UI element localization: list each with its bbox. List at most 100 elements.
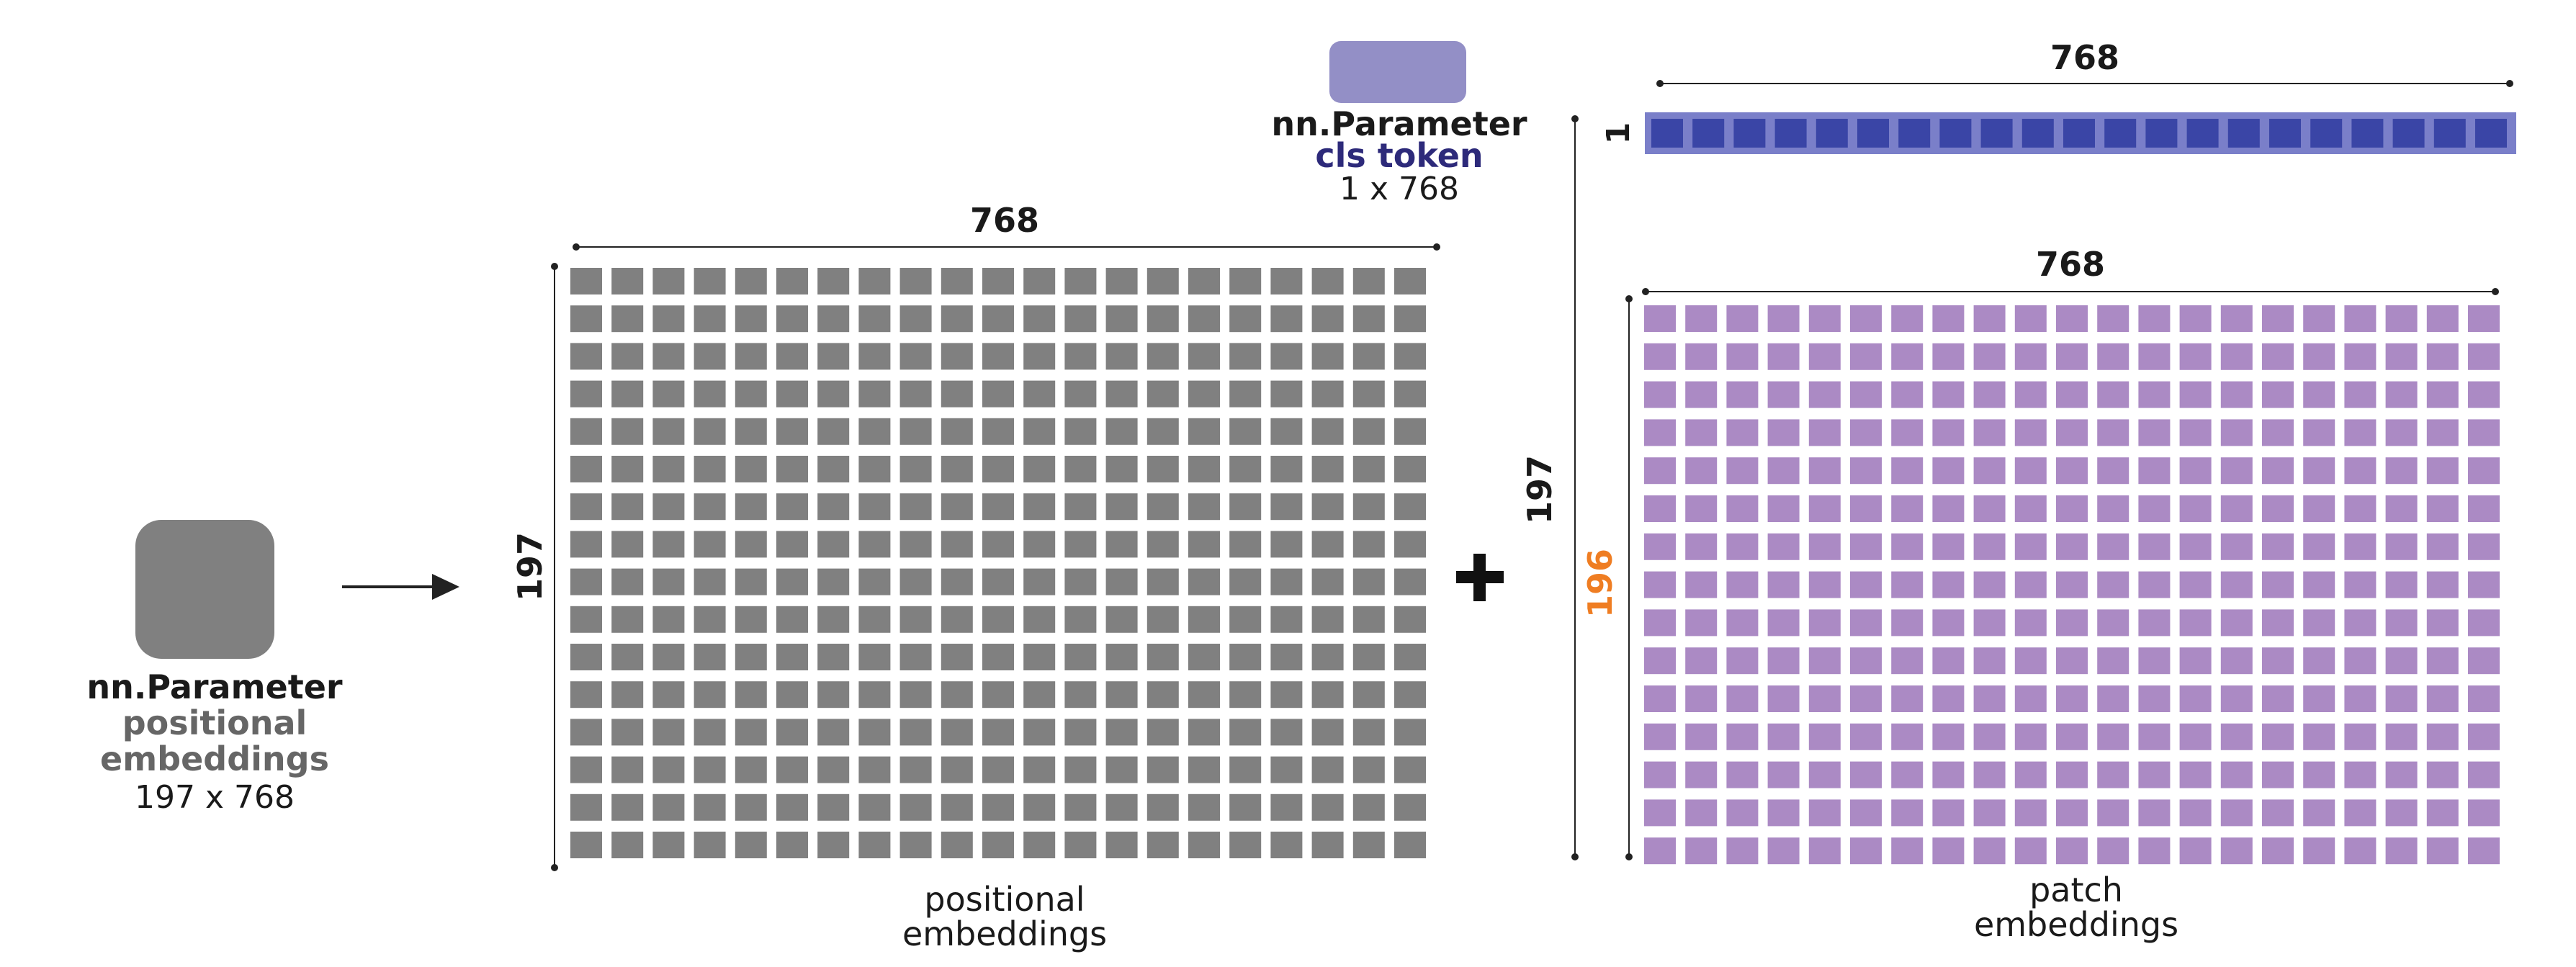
patch-embedding-cell (2097, 647, 2130, 675)
patch-embedding-cell (2303, 381, 2335, 408)
patch-embedding-cell (2138, 723, 2171, 750)
positional-embedding-cell (1188, 380, 1220, 408)
patch-embedding-cell (1726, 837, 1759, 865)
positional-embedding-cell (1311, 493, 1344, 521)
positional-embedding-cell (776, 832, 808, 858)
positional-embedding-cell (1023, 493, 1056, 521)
positional-embedding-cell (776, 719, 808, 746)
patch-embedding-cell (1808, 495, 1841, 522)
patch-embedding-cell (2344, 419, 2377, 446)
positional-embedding-cell (652, 568, 685, 595)
patch-embedding-cell (2220, 495, 2253, 522)
patch-embedding-cell (2426, 609, 2459, 637)
positional-embedding-cell (1064, 305, 1097, 333)
patch-embedding-cell (2262, 343, 2294, 370)
patch-embedding-cell (1685, 457, 1718, 485)
patch-embedding-cell (2344, 761, 2377, 788)
positional-embedding-cell (735, 568, 767, 595)
positional-embedding-cell (776, 343, 808, 370)
positional-embedding-cell (1105, 719, 1138, 746)
patch-embedding-cell (2262, 305, 2294, 332)
patch-embedding-cell (2262, 495, 2294, 522)
positional-embedding-cell (817, 568, 850, 595)
positional-embedding-cell (652, 531, 685, 558)
patch-embedding-cell (2220, 381, 2253, 408)
positional-embedding-cell (1352, 644, 1385, 670)
positional-embedding-cell (1064, 832, 1097, 858)
patch-embedding-cell (2097, 305, 2130, 332)
patch-embedding-cell (1850, 647, 1882, 675)
positional-embedding-cell (611, 832, 644, 858)
patch-embedding-cell (1685, 837, 1718, 865)
patch-embedding-cell (2220, 343, 2253, 370)
positional-embedding-cell (570, 756, 602, 783)
patch-embedding-cell (1932, 799, 1965, 827)
positional-embedding-cell (1394, 418, 1426, 445)
positional-embedding-cell (1023, 568, 1056, 595)
patch-embedding-cell (2426, 837, 2459, 865)
patch-embedding-cell (2426, 723, 2459, 750)
positional-embedding-cell (611, 456, 644, 482)
positional-embedding-cell (941, 268, 973, 294)
patch-embedding-cell (1891, 343, 1924, 370)
patch-embedding-cell (2262, 799, 2294, 827)
positional-embedding-cell (1064, 681, 1097, 709)
positional-embedding-cell (1394, 380, 1426, 408)
patch-embedding-cell (2220, 419, 2253, 446)
positional-embedding-cell (776, 681, 808, 709)
patch-embedding-cell (2344, 571, 2377, 598)
patch-embedding-cell (2262, 533, 2294, 560)
patch-embedding-cell (1973, 457, 2006, 485)
patch-embedding-cell (2426, 685, 2459, 712)
patch-embedding-cell (2262, 837, 2294, 865)
cls-token-cell (2310, 119, 2343, 148)
positional-embedding-cell (1146, 493, 1179, 521)
positional-embedding-cell (1064, 493, 1097, 521)
patch-embedding-cell (2056, 837, 2088, 865)
positional-embedding-cell (735, 493, 767, 521)
positional-embedding-cell (694, 531, 726, 558)
positional-embedding-cell (1352, 418, 1385, 445)
patch-embedding-cell (1973, 305, 2006, 332)
positional-embedding-cell (694, 456, 726, 482)
patch-embedding-cell (1850, 419, 1882, 446)
patch-embedding-cell (2056, 571, 2088, 598)
positional-embedding-cell (941, 456, 973, 482)
patch-embedding-cell (2179, 761, 2212, 788)
positional-embedding-cell (1105, 418, 1138, 445)
positional-embedding-cell (1229, 756, 1262, 783)
patch-embedding-cell (1808, 837, 1841, 865)
patch-embedding-cell (2220, 761, 2253, 788)
positional-embedding-cell (611, 568, 644, 595)
patch-embedding-cell (1808, 419, 1841, 446)
patch-embedding-cell (1685, 305, 1718, 332)
positional-embedding-cell (694, 305, 726, 333)
positional-embedding-cell (1146, 418, 1179, 445)
positional-embedding-cell (1394, 644, 1426, 670)
patch-embedding-cell (1973, 495, 2006, 522)
positional-embedding-cell (899, 493, 932, 521)
positional-embedding-cell (570, 456, 602, 482)
positional-embedding-cell (570, 681, 602, 709)
patch-embedding-cell (1644, 343, 1676, 370)
patch-embedding-cell (2097, 457, 2130, 485)
patch-embedding-cell (1685, 381, 1718, 408)
patch-embedding-cell (2056, 419, 2088, 446)
patch-embedding-cell (2426, 647, 2459, 675)
positional-embedding-cell (1105, 832, 1138, 858)
patch-embedding-cell (1891, 305, 1924, 332)
positional-embedding-cell (899, 756, 932, 783)
patch-embedding-cell (2344, 723, 2377, 750)
positional-embedding-cell (858, 493, 891, 521)
positional-embedding-cell (1146, 568, 1179, 595)
positional-embedding-cell (735, 832, 767, 858)
patch-embedding-cell (2303, 495, 2335, 522)
patch-embedding-cell (2426, 343, 2459, 370)
patch-embedding-cell (2097, 837, 2130, 865)
patch-embedding-cell (1808, 343, 1841, 370)
positional-embedding-cell (1188, 793, 1220, 821)
patch-embedding-cell (2426, 457, 2459, 485)
patch-embedding-cell (1685, 495, 1718, 522)
positional-embedding-cell (652, 343, 685, 370)
